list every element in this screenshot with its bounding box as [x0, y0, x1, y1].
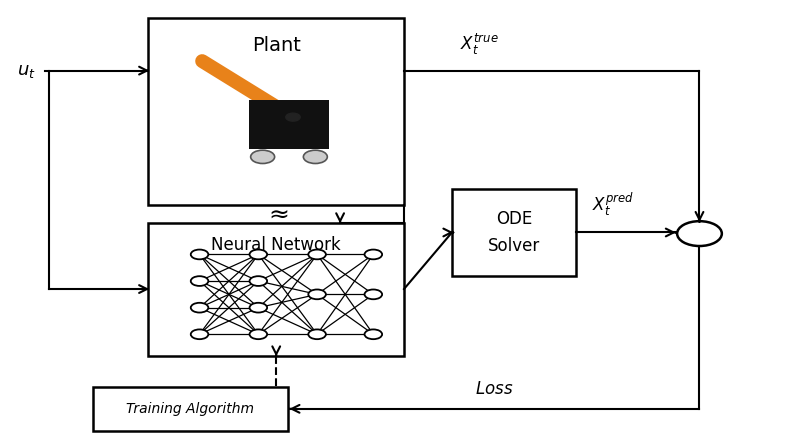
Circle shape — [250, 329, 267, 339]
Bar — [249, 100, 329, 149]
Circle shape — [190, 303, 208, 312]
Text: +: + — [696, 221, 709, 236]
Circle shape — [190, 250, 208, 259]
Text: Neural Network: Neural Network — [211, 236, 341, 254]
Text: Plant: Plant — [252, 36, 301, 55]
Circle shape — [308, 290, 326, 299]
Circle shape — [250, 276, 267, 286]
Ellipse shape — [250, 150, 274, 163]
Circle shape — [308, 250, 326, 259]
Bar — [93, 387, 288, 431]
Circle shape — [190, 276, 208, 286]
Circle shape — [365, 250, 382, 259]
Circle shape — [677, 221, 722, 246]
Bar — [452, 189, 576, 276]
Text: $X_t^{true}$: $X_t^{true}$ — [460, 32, 498, 57]
Text: −: − — [696, 232, 709, 247]
Text: ODE
Solver: ODE Solver — [488, 210, 540, 255]
Text: $Loss$: $Loss$ — [474, 380, 513, 398]
Bar — [149, 222, 404, 356]
Text: $X_t^{pred}$: $X_t^{pred}$ — [592, 191, 634, 219]
Text: $u_t$: $u_t$ — [17, 61, 35, 80]
Ellipse shape — [303, 150, 327, 163]
Circle shape — [308, 329, 326, 339]
Bar — [149, 18, 404, 205]
Circle shape — [250, 250, 267, 259]
Circle shape — [250, 303, 267, 312]
Circle shape — [365, 290, 382, 299]
Circle shape — [190, 329, 208, 339]
Text: Training Algorithm: Training Algorithm — [126, 402, 254, 416]
Text: $\approx$: $\approx$ — [264, 202, 289, 226]
Circle shape — [286, 113, 300, 121]
Circle shape — [365, 329, 382, 339]
